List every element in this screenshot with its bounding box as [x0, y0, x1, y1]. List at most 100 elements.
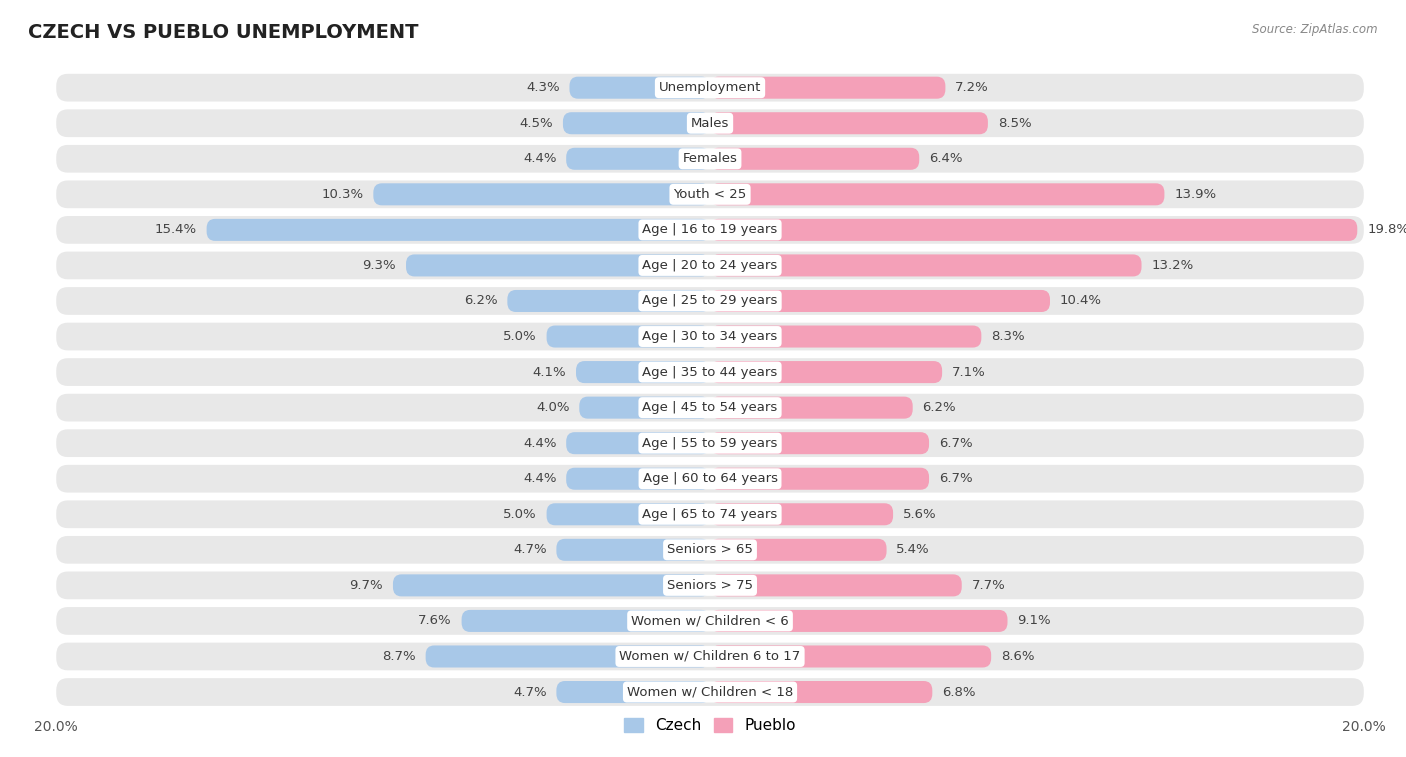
Text: Age | 25 to 29 years: Age | 25 to 29 years	[643, 294, 778, 307]
Text: Age | 60 to 64 years: Age | 60 to 64 years	[643, 472, 778, 485]
FancyBboxPatch shape	[461, 610, 710, 632]
FancyBboxPatch shape	[557, 539, 710, 561]
Text: 4.7%: 4.7%	[513, 544, 547, 556]
Text: 9.3%: 9.3%	[363, 259, 396, 272]
Text: 4.4%: 4.4%	[523, 472, 557, 485]
Text: 6.7%: 6.7%	[939, 472, 973, 485]
Text: 6.2%: 6.2%	[922, 401, 956, 414]
FancyBboxPatch shape	[56, 572, 1364, 600]
Text: 4.0%: 4.0%	[536, 401, 569, 414]
FancyBboxPatch shape	[567, 148, 710, 170]
Text: 8.7%: 8.7%	[382, 650, 416, 663]
Text: Women w/ Children < 6: Women w/ Children < 6	[631, 615, 789, 628]
Text: 7.2%: 7.2%	[955, 81, 988, 94]
Text: Women w/ Children 6 to 17: Women w/ Children 6 to 17	[620, 650, 800, 663]
FancyBboxPatch shape	[56, 74, 1364, 101]
Text: Seniors > 75: Seniors > 75	[666, 579, 754, 592]
FancyBboxPatch shape	[56, 145, 1364, 173]
Text: CZECH VS PUEBLO UNEMPLOYMENT: CZECH VS PUEBLO UNEMPLOYMENT	[28, 23, 419, 42]
FancyBboxPatch shape	[56, 607, 1364, 635]
Text: 6.2%: 6.2%	[464, 294, 498, 307]
FancyBboxPatch shape	[579, 397, 710, 419]
Text: 5.0%: 5.0%	[503, 508, 537, 521]
Text: 7.7%: 7.7%	[972, 579, 1005, 592]
FancyBboxPatch shape	[56, 109, 1364, 137]
Text: Age | 35 to 44 years: Age | 35 to 44 years	[643, 366, 778, 378]
FancyBboxPatch shape	[508, 290, 710, 312]
FancyBboxPatch shape	[710, 539, 887, 561]
Text: 6.8%: 6.8%	[942, 686, 976, 699]
Text: Males: Males	[690, 117, 730, 129]
Text: 9.7%: 9.7%	[350, 579, 382, 592]
FancyBboxPatch shape	[56, 643, 1364, 671]
FancyBboxPatch shape	[710, 575, 962, 597]
Text: 9.1%: 9.1%	[1018, 615, 1050, 628]
FancyBboxPatch shape	[56, 180, 1364, 208]
FancyBboxPatch shape	[56, 465, 1364, 493]
FancyBboxPatch shape	[710, 468, 929, 490]
FancyBboxPatch shape	[557, 681, 710, 703]
FancyBboxPatch shape	[374, 183, 710, 205]
FancyBboxPatch shape	[406, 254, 710, 276]
FancyBboxPatch shape	[392, 575, 710, 597]
Text: 4.7%: 4.7%	[513, 686, 547, 699]
FancyBboxPatch shape	[426, 646, 710, 668]
FancyBboxPatch shape	[710, 183, 1164, 205]
FancyBboxPatch shape	[569, 76, 710, 98]
Text: Women w/ Children < 18: Women w/ Children < 18	[627, 686, 793, 699]
FancyBboxPatch shape	[710, 290, 1050, 312]
FancyBboxPatch shape	[56, 536, 1364, 564]
FancyBboxPatch shape	[56, 251, 1364, 279]
Text: Youth < 25: Youth < 25	[673, 188, 747, 201]
Text: 4.3%: 4.3%	[526, 81, 560, 94]
FancyBboxPatch shape	[710, 646, 991, 668]
Text: 4.1%: 4.1%	[533, 366, 567, 378]
Text: Age | 16 to 19 years: Age | 16 to 19 years	[643, 223, 778, 236]
FancyBboxPatch shape	[56, 500, 1364, 528]
Text: Age | 20 to 24 years: Age | 20 to 24 years	[643, 259, 778, 272]
FancyBboxPatch shape	[710, 326, 981, 347]
Text: 5.4%: 5.4%	[897, 544, 929, 556]
FancyBboxPatch shape	[710, 254, 1142, 276]
Text: 15.4%: 15.4%	[155, 223, 197, 236]
FancyBboxPatch shape	[710, 361, 942, 383]
Text: 8.6%: 8.6%	[1001, 650, 1035, 663]
Text: 8.5%: 8.5%	[998, 117, 1032, 129]
Text: Unemployment: Unemployment	[659, 81, 761, 94]
FancyBboxPatch shape	[56, 429, 1364, 457]
FancyBboxPatch shape	[710, 397, 912, 419]
FancyBboxPatch shape	[567, 432, 710, 454]
Text: 4.4%: 4.4%	[523, 152, 557, 165]
Text: Seniors > 65: Seniors > 65	[666, 544, 754, 556]
Text: 5.0%: 5.0%	[503, 330, 537, 343]
Text: Females: Females	[682, 152, 738, 165]
FancyBboxPatch shape	[710, 681, 932, 703]
Text: Age | 65 to 74 years: Age | 65 to 74 years	[643, 508, 778, 521]
FancyBboxPatch shape	[710, 112, 988, 134]
Text: 5.6%: 5.6%	[903, 508, 936, 521]
Text: Source: ZipAtlas.com: Source: ZipAtlas.com	[1253, 23, 1378, 36]
Text: 13.9%: 13.9%	[1174, 188, 1216, 201]
FancyBboxPatch shape	[710, 76, 945, 98]
Text: 10.3%: 10.3%	[322, 188, 364, 201]
FancyBboxPatch shape	[710, 219, 1357, 241]
FancyBboxPatch shape	[56, 358, 1364, 386]
FancyBboxPatch shape	[56, 287, 1364, 315]
Text: Age | 45 to 54 years: Age | 45 to 54 years	[643, 401, 778, 414]
Text: 19.8%: 19.8%	[1367, 223, 1406, 236]
FancyBboxPatch shape	[547, 326, 710, 347]
FancyBboxPatch shape	[56, 322, 1364, 350]
Text: 7.6%: 7.6%	[418, 615, 451, 628]
Legend: Czech, Pueblo: Czech, Pueblo	[619, 712, 801, 740]
Text: Age | 55 to 59 years: Age | 55 to 59 years	[643, 437, 778, 450]
Text: 13.2%: 13.2%	[1152, 259, 1194, 272]
FancyBboxPatch shape	[710, 432, 929, 454]
Text: 6.7%: 6.7%	[939, 437, 973, 450]
Text: Age | 30 to 34 years: Age | 30 to 34 years	[643, 330, 778, 343]
FancyBboxPatch shape	[207, 219, 710, 241]
FancyBboxPatch shape	[710, 503, 893, 525]
Text: 10.4%: 10.4%	[1060, 294, 1102, 307]
FancyBboxPatch shape	[576, 361, 710, 383]
Text: 4.4%: 4.4%	[523, 437, 557, 450]
Text: 4.5%: 4.5%	[519, 117, 553, 129]
